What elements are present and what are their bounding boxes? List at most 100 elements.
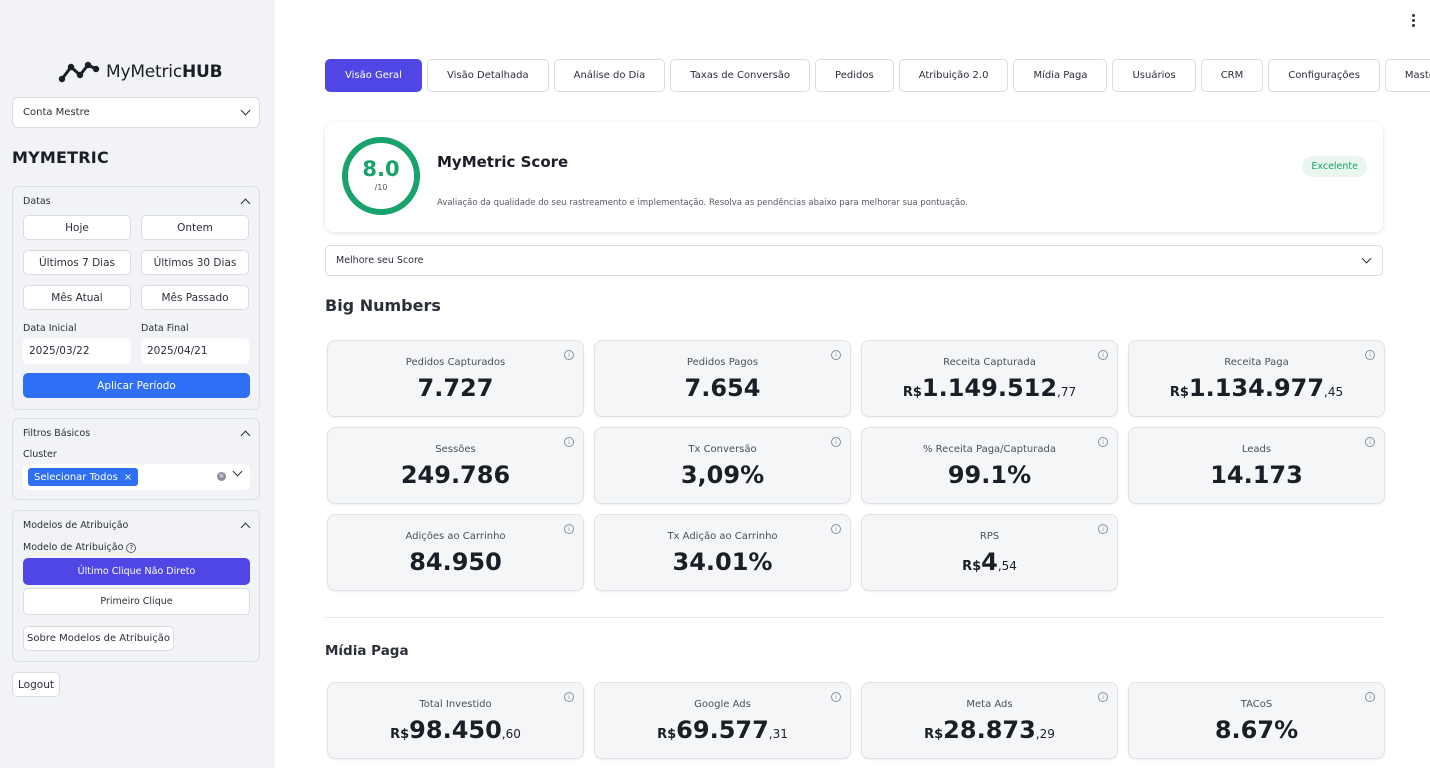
paid-media-grid: i Total Investido R$98.450,60 i Google Ads R$… [327, 682, 1385, 759]
date-last-month-button[interactable]: Mês Passado [141, 285, 249, 310]
metric-number: 28.873 [943, 716, 1036, 744]
account-select[interactable]: Conta Mestre [12, 97, 260, 128]
metric-value: R$28.873,29 [862, 716, 1117, 744]
info-icon[interactable]: i [831, 692, 841, 702]
metric-number: 3,09% [680, 461, 765, 489]
metric-card: i Pedidos Pagos 7.654 [594, 340, 851, 417]
info-icon[interactable]: i [831, 524, 841, 534]
info-icon[interactable]: i [1365, 350, 1375, 360]
date-last30-button[interactable]: Últimos 30 Dias [141, 250, 249, 275]
metric-number: 14.173 [1210, 461, 1303, 489]
metric-label: TACoS [1240, 699, 1273, 710]
metric-number: 84.950 [409, 548, 502, 576]
chevron-down-icon[interactable] [232, 466, 243, 477]
info-icon[interactable]: i [1098, 692, 1108, 702]
chevron-up-icon [240, 522, 251, 532]
about-attribution-models-button[interactable]: Sobre Modelos de Atribuição [23, 626, 174, 651]
score-title: MyMetric Score [437, 153, 569, 171]
logout-button[interactable]: Logout [12, 672, 60, 697]
tab-5[interactable]: Atribuição 2.0 [898, 59, 1009, 92]
paid-media-title: Mídia Paga [325, 643, 409, 659]
tab-10[interactable]: Master [1384, 59, 1430, 92]
date-current-month-button[interactable]: Mês Atual [23, 285, 131, 310]
date-today-button[interactable]: Hoje [23, 215, 131, 240]
info-icon[interactable]: i [1098, 437, 1108, 447]
metric-value: 14.173 [1129, 461, 1384, 489]
info-icon[interactable]: i [564, 692, 574, 702]
chevron-down-icon [240, 105, 251, 116]
more-options-icon[interactable] [1412, 14, 1416, 29]
date-yesterday-button[interactable]: Ontem [141, 215, 249, 240]
tab-0[interactable]: Visão Geral [325, 59, 422, 92]
metric-cents: ,60 [501, 727, 521, 741]
clear-icon[interactable]: × [217, 472, 226, 481]
metric-label: Tx Conversão [688, 444, 757, 455]
metric-number: 7.727 [417, 374, 494, 402]
metric-label: % Receita Paga/Capturada [923, 444, 1056, 455]
metric-currency: R$ [902, 385, 922, 400]
metric-card: i Tx Adição ao Carrinho 34.01% [594, 514, 851, 591]
tab-3[interactable]: Taxas de Conversão [670, 59, 811, 92]
end-date-input[interactable]: 2025/04/21 [141, 338, 249, 364]
metric-value: R$4,54 [862, 548, 1117, 576]
tab-6[interactable]: Mídia Paga [1013, 59, 1108, 92]
info-icon[interactable]: i [1365, 437, 1375, 447]
metric-label: RPS [979, 531, 1000, 542]
info-icon[interactable]: i [1098, 524, 1108, 534]
start-date-input[interactable]: 2025/03/22 [23, 338, 131, 364]
date-last7-button[interactable]: Últimos 7 Dias [23, 250, 131, 275]
attribution-panel-header[interactable]: Modelos de Atribuição [13, 511, 259, 539]
org-title: MYMETRIC [12, 148, 109, 167]
metric-value: 84.950 [328, 548, 583, 576]
info-icon[interactable]: i [831, 350, 841, 360]
help-icon[interactable]: ? [126, 543, 137, 553]
tab-7[interactable]: Usuários [1112, 59, 1196, 92]
info-icon[interactable]: i [564, 350, 574, 360]
metric-number: 1.134.977 [1188, 374, 1325, 402]
big-numbers-title: Big Numbers [325, 296, 441, 315]
last-non-direct-click-button[interactable]: Último Clique Não Direto [23, 558, 250, 585]
apply-period-button[interactable]: Aplicar Período [23, 373, 250, 398]
tab-2[interactable]: Análise do Dia [553, 59, 666, 92]
tab-4[interactable]: Pedidos [815, 59, 894, 92]
metric-currency: R$ [962, 559, 982, 574]
metric-currency: R$ [1169, 385, 1189, 400]
metric-number: 69.577 [676, 716, 769, 744]
metric-card: i Adições ao Carrinho 84.950 [327, 514, 584, 591]
dates-panel-header[interactable]: Datas [13, 187, 259, 215]
filters-panel-header[interactable]: Filtros Básicos [13, 419, 259, 447]
metric-value: 3,09% [595, 461, 850, 489]
account-select-value: Conta Mestre [23, 107, 90, 118]
chevron-down-icon [1361, 253, 1372, 264]
tab-bar: Visão Geral Visão Detalhada Análise do Dia… [325, 59, 1430, 92]
score-ring [342, 137, 420, 215]
chip-remove-icon[interactable]: × [123, 471, 133, 483]
improve-score-expander[interactable]: Melhore seu Score [325, 245, 1383, 276]
metric-card: i Meta Ads R$28.873,29 [861, 682, 1118, 759]
metric-cents: ,29 [1035, 727, 1055, 741]
metric-label: Pedidos Pagos [686, 357, 759, 368]
metric-card: i Leads 14.173 [1128, 427, 1385, 504]
tab-9[interactable]: Configurações [1268, 59, 1380, 92]
info-icon[interactable]: i [831, 437, 841, 447]
metric-number: 8.67% [1214, 716, 1299, 744]
metric-label: Meta Ads [966, 699, 1013, 710]
score-card: 8.0 /10 MyMetric Score Avaliação da qual… [325, 122, 1383, 232]
metric-currency: R$ [390, 727, 410, 742]
first-click-button[interactable]: Primeiro Clique [23, 588, 250, 615]
metric-card: i Pedidos Capturados 7.727 [327, 340, 584, 417]
metric-label: Leads [1241, 444, 1272, 455]
info-icon[interactable]: i [1365, 692, 1375, 702]
metric-cents: ,54 [997, 559, 1017, 573]
metric-card: i % Receita Paga/Capturada 99.1% [861, 427, 1118, 504]
tab-8[interactable]: CRM [1200, 59, 1264, 92]
cluster-multiselect[interactable]: Selecionar Todos × × [23, 464, 250, 490]
sidebar: MyMetricHUB Conta Mestre MYMETRIC Datas … [0, 0, 275, 768]
info-icon[interactable]: i [564, 524, 574, 534]
info-icon[interactable]: i [1098, 350, 1108, 360]
cluster-label: Cluster [23, 449, 57, 460]
tab-1[interactable]: Visão Detalhada [426, 59, 549, 92]
metric-value: R$98.450,60 [328, 716, 583, 744]
metric-currency: R$ [657, 727, 677, 742]
info-icon[interactable]: i [564, 437, 574, 447]
